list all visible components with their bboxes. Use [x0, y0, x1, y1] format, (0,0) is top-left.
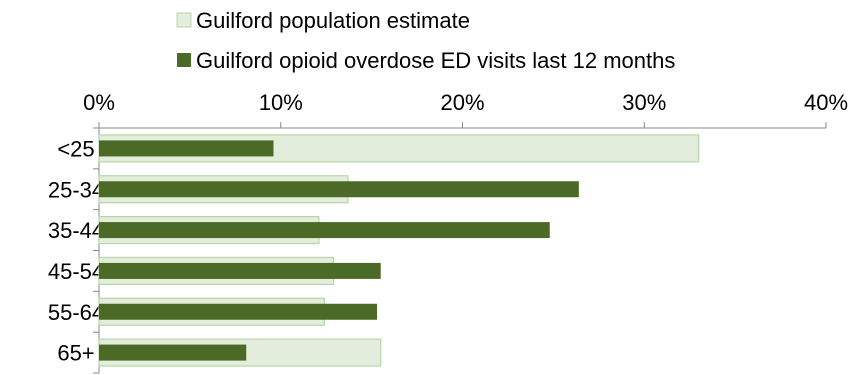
legend-label-1: Guilford opioid overdose ED visits last …: [196, 48, 675, 73]
y-tick-label: 35-44: [48, 218, 104, 243]
bar-ed-visits: [99, 344, 247, 361]
legend-swatch-0: [176, 12, 192, 28]
bar-ed-visits: [99, 222, 550, 239]
bar-ed-visits: [99, 140, 274, 157]
legend-swatch-1: [177, 53, 191, 67]
x-tick-label: 30%: [622, 90, 666, 115]
y-tick-label: 45-54: [48, 259, 104, 284]
y-tick-label: 65+: [57, 341, 94, 366]
x-tick-label: 40%: [804, 90, 848, 115]
y-tick-label: 55-64: [48, 300, 104, 325]
bar-ed-visits: [99, 262, 381, 279]
legend-label-0: Guilford population estimate: [196, 8, 470, 33]
x-tick-label: 20%: [440, 90, 484, 115]
x-tick-label: 10%: [259, 90, 303, 115]
bar-ed-visits: [99, 303, 378, 320]
y-tick-label: 25-34: [48, 177, 104, 202]
x-tick-label: 0%: [83, 90, 115, 115]
bar-ed-visits: [99, 181, 579, 198]
y-tick-label: <25: [57, 136, 94, 161]
